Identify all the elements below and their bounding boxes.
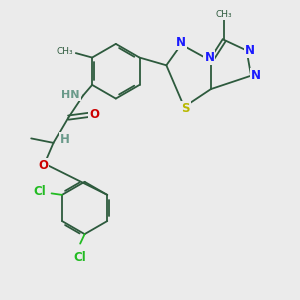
Text: O: O	[89, 108, 99, 121]
Text: N: N	[176, 37, 186, 50]
Text: N: N	[204, 51, 214, 64]
Text: Cl: Cl	[74, 251, 86, 264]
Text: O: O	[38, 159, 48, 172]
Text: H: H	[60, 134, 70, 146]
Text: S: S	[182, 102, 190, 115]
Text: CH₃: CH₃	[216, 10, 232, 19]
Text: Cl: Cl	[33, 185, 46, 198]
Text: HN: HN	[61, 90, 80, 100]
Text: N: N	[244, 44, 255, 57]
Text: CH₃: CH₃	[56, 47, 73, 56]
Text: N: N	[250, 69, 260, 82]
